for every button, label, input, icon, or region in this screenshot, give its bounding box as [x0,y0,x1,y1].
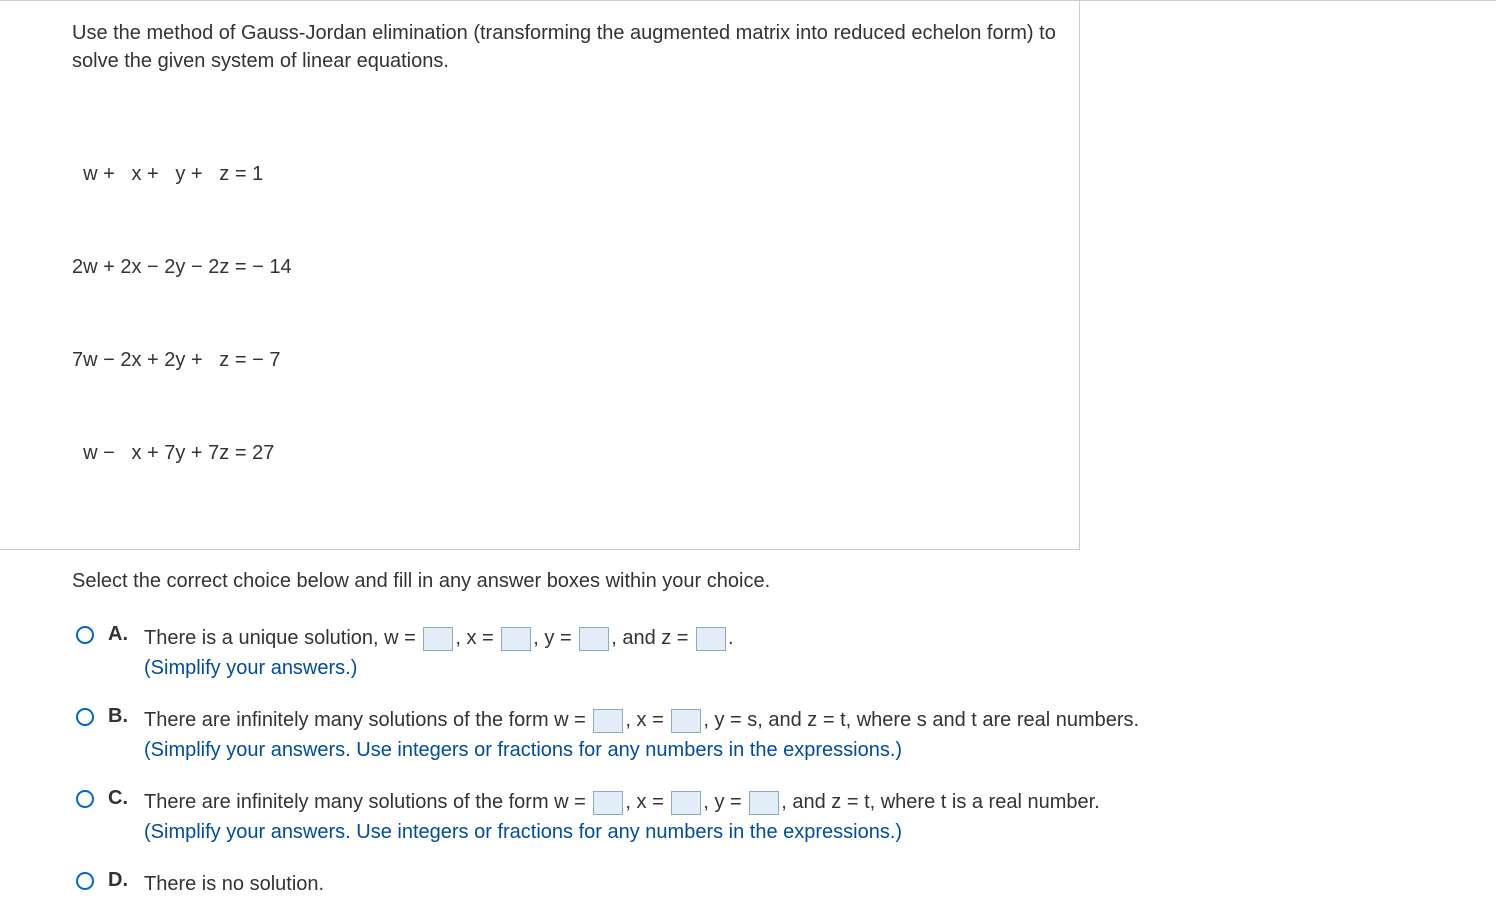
page-container: Use the method of Gauss-Jordan eliminati… [0,0,1496,688]
choice-a-text-mid2: , y = [533,627,577,649]
choice-a-body: There is a unique solution, w = , x = , … [144,623,1496,683]
choice-d-label: D. [108,869,130,892]
input-c-w[interactable] [593,791,623,815]
choice-a-hint: (Simplify your answers.) [144,657,357,679]
input-a-x[interactable] [501,627,531,651]
choice-c-body: There are infinitely many solutions of t… [144,787,1496,847]
choice-b-text-pre: There are infinitely many solutions of t… [144,709,591,731]
choice-a-text-mid3: , and z = [611,627,694,649]
choice-c-label: C. [108,787,130,810]
choice-a-text-mid1: , x = [455,627,499,649]
choice-a: A. There is a unique solution, w = , x =… [76,623,1496,683]
select-prompt: Select the correct choice below and fill… [72,570,1496,593]
choice-a-label: A. [108,623,130,646]
radio-d[interactable] [76,872,94,890]
radio-b[interactable] [76,708,94,726]
choice-b-label: B. [108,705,130,728]
choices-list: A. There is a unique solution, w = , x =… [72,623,1496,899]
choice-c-hint: (Simplify your answers. Use integers or … [144,821,902,843]
choice-d: D. There is no solution. [76,869,1496,899]
equations-block: w + x + y + z = 1 2w + 2x − 2y − 2z = − … [72,97,1079,531]
choice-b-body: There are infinitely many solutions of t… [144,705,1496,765]
choice-d-text: There is no solution. [144,873,324,895]
input-a-z[interactable] [696,627,726,651]
equation-line-4: w − x + 7y + 7z = 27 [72,438,1079,469]
answer-area: Select the correct choice below and fill… [0,550,1496,899]
choice-d-body: There is no solution. [144,869,1496,899]
equation-line-1: w + x + y + z = 1 [72,159,1079,190]
choice-b-text-mid1: , x = [625,709,669,731]
choice-b-text-post: , y = s, and z = t, where s and t are re… [703,709,1139,731]
radio-c[interactable] [76,790,94,808]
equation-line-3: 7w − 2x + 2y + z = − 7 [72,345,1079,376]
choice-b-hint: (Simplify your answers. Use integers or … [144,739,902,761]
choice-a-text-pre: There is a unique solution, w = [144,627,421,649]
question-area: Use the method of Gauss-Jordan eliminati… [0,1,1080,549]
equation-line-2: 2w + 2x − 2y − 2z = − 14 [72,252,1079,283]
section-divider [0,549,1496,550]
instructions-text: Use the method of Gauss-Jordan eliminati… [72,19,1079,75]
choice-c-text-pre: There are infinitely many solutions of t… [144,791,591,813]
input-c-y[interactable] [749,791,779,815]
input-c-x[interactable] [671,791,701,815]
input-a-y[interactable] [579,627,609,651]
input-b-w[interactable] [593,709,623,733]
choice-b: B. There are infinitely many solutions o… [76,705,1496,765]
radio-a[interactable] [76,626,94,644]
choice-c-text-mid1: , x = [625,791,669,813]
choice-c-text-post: , and z = t, where t is a real number. [781,791,1100,813]
choice-c-text-mid2: , y = [703,791,747,813]
input-a-w[interactable] [423,627,453,651]
input-b-x[interactable] [671,709,701,733]
choice-c: C. There are infinitely many solutions o… [76,787,1496,847]
choice-a-text-post: . [728,627,734,649]
